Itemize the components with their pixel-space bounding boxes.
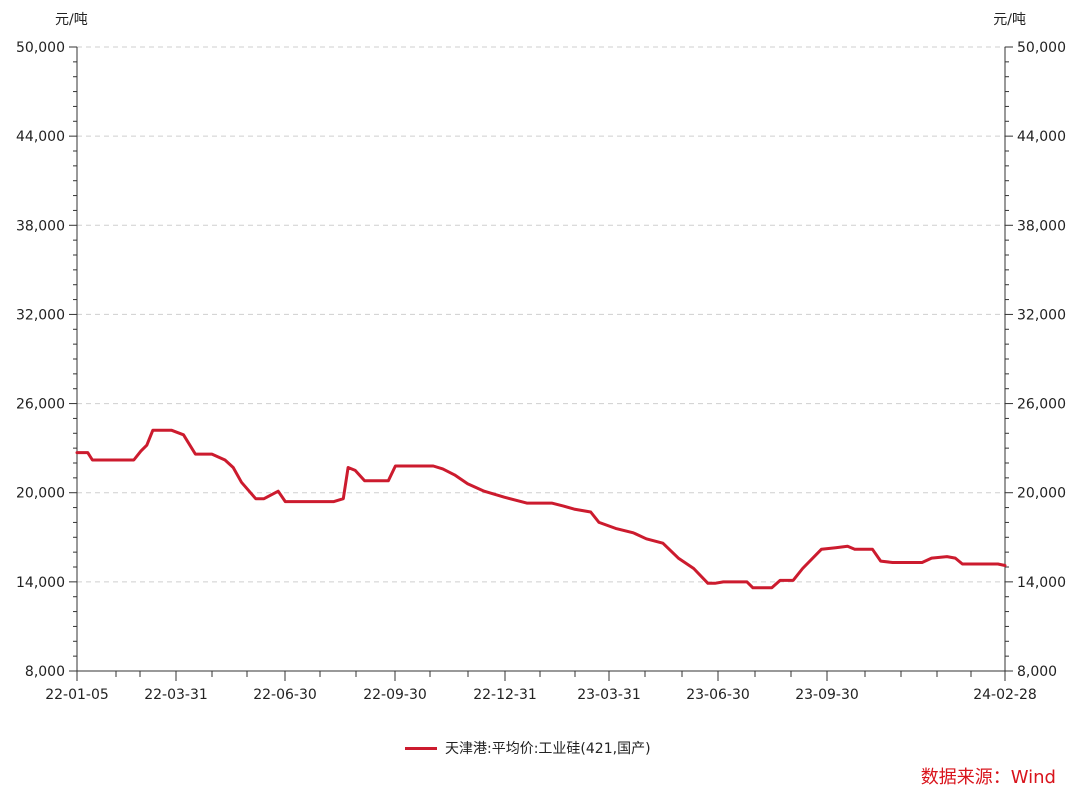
x-tick-label: 23-09-30 [795,687,859,703]
x-tick-label: 23-03-31 [577,687,641,703]
y-tick-label-right: 8,000 [1017,664,1057,680]
series-line [75,428,1007,590]
x-tick-label: 23-06-30 [686,687,750,703]
y-tick-label-right: 32,000 [1017,307,1066,323]
y-tick-label-left: 38,000 [16,218,65,234]
y-tick-label-right: 44,000 [1017,129,1066,145]
y-tick-label-left: 26,000 [16,397,65,413]
y-tick-label-left: 14,000 [16,575,65,591]
legend-label: 天津港:平均价:工业硅(421,国产) [445,741,651,757]
x-tick-label: 22-06-30 [253,687,317,703]
y-tick-label-right: 38,000 [1017,218,1066,234]
data-source-note: 数据来源：Wind [920,767,1056,788]
x-tick-label: 22-12-31 [473,687,537,703]
x-tick-label: 22-09-30 [363,687,427,703]
y-axis-unit-left: 元/吨 [55,12,88,28]
x-tick-label: 24-02-28 [973,687,1037,703]
y-tick-label-left: 32,000 [16,307,65,323]
x-tick-label: 22-01-05 [45,687,109,703]
y-tick-label-right: 50,000 [1017,40,1066,56]
y-tick-label-left: 50,000 [16,40,65,56]
y-axis-unit-right: 元/吨 [993,12,1026,28]
y-tick-label-right: 14,000 [1017,575,1066,591]
y-tick-label-left: 8,000 [25,664,65,680]
y-tick-label-right: 20,000 [1017,486,1066,502]
legend-line-swatch [405,746,437,750]
legend: 天津港:平均价:工业硅(421,国产) [405,738,651,758]
x-tick-label: 22-03-31 [144,687,208,703]
y-tick-label-right: 26,000 [1017,397,1066,413]
y-tick-label-left: 44,000 [16,129,65,145]
y-tick-label-left: 20,000 [16,486,65,502]
